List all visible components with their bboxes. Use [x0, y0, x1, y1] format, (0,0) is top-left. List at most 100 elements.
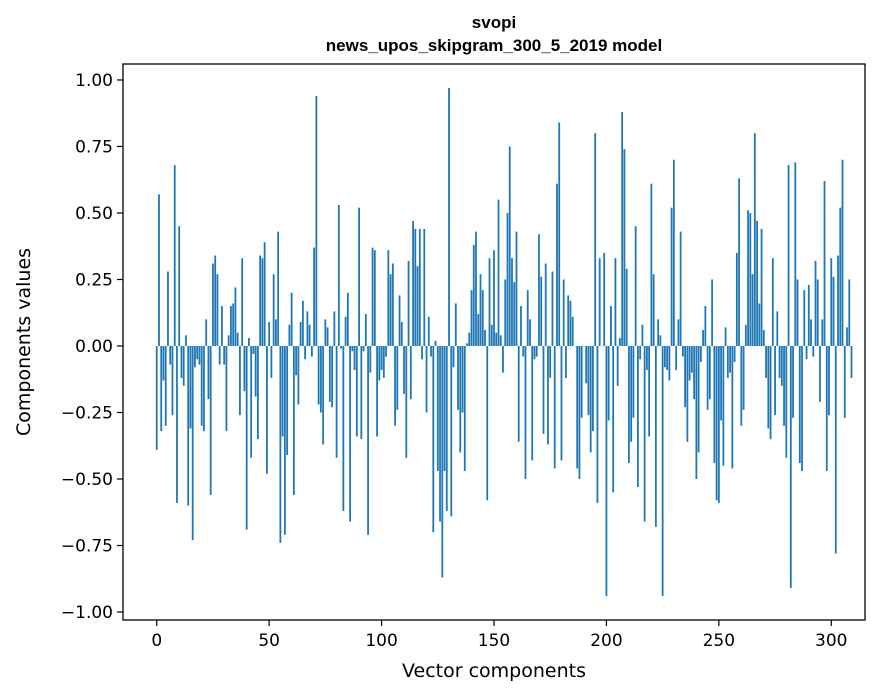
- bar-35: [234, 287, 237, 346]
- bar-247: [711, 279, 713, 346]
- bar-212: [632, 345, 635, 418]
- x-tick-label: 150: [478, 631, 510, 651]
- bar-260: [740, 345, 743, 426]
- bar-195: [594, 133, 597, 346]
- x-tick-label: 250: [703, 631, 735, 651]
- bar-228: [668, 345, 671, 381]
- bar-36: [236, 332, 239, 346]
- y-tick-label: −0.50: [61, 470, 113, 490]
- bar-20: [200, 345, 203, 426]
- y-tick-label: 0.75: [75, 137, 113, 157]
- bar-0: [155, 345, 158, 450]
- bar-series: [155, 87, 853, 597]
- bar-11: [180, 345, 183, 378]
- bar-117: [418, 228, 421, 346]
- bar-122: [430, 345, 432, 357]
- bar-147: [486, 345, 489, 501]
- bar-155: [504, 279, 507, 346]
- bar-240: [695, 345, 698, 479]
- bar-264: [749, 212, 752, 346]
- bar-62: [295, 345, 298, 376]
- x-tick-label: 100: [365, 631, 397, 651]
- bar-185: [571, 316, 574, 346]
- bar-170: [538, 234, 540, 346]
- bar-69: [310, 345, 313, 357]
- bar-179: [558, 122, 561, 346]
- y-tick-label: 0.50: [75, 204, 113, 224]
- bar-257: [733, 345, 736, 362]
- bar-208: [623, 149, 626, 346]
- bar-4: [164, 345, 167, 426]
- bar-282: [789, 345, 792, 589]
- bar-2: [160, 345, 163, 432]
- bar-34: [232, 303, 235, 346]
- bar-13: [185, 335, 187, 346]
- bar-88: [353, 345, 356, 370]
- bar-67: [306, 311, 309, 346]
- bar-254: [726, 345, 729, 378]
- bar-157: [508, 146, 511, 346]
- bar-278: [780, 345, 783, 386]
- bar-298: [825, 345, 828, 472]
- bar-225: [661, 345, 664, 597]
- bar-133: [454, 303, 457, 346]
- chart-subtitle: news_upos_skipgram_300_5_2019 model: [326, 36, 662, 55]
- bar-107: [396, 345, 399, 410]
- bar-287: [801, 345, 803, 472]
- bar-84: [344, 316, 347, 346]
- bar-59: [288, 324, 291, 346]
- bar-244: [704, 306, 707, 346]
- bar-85: [346, 292, 349, 346]
- bar-196: [596, 345, 599, 503]
- x-axis-ticks: 0 50 100 150 200 250 300: [151, 620, 847, 651]
- bar-103: [387, 250, 390, 346]
- bar-193: [589, 345, 592, 453]
- bar-30: [223, 345, 226, 365]
- bar-204: [614, 258, 617, 346]
- bar-77: [328, 345, 331, 402]
- bar-125: [436, 345, 439, 472]
- bar-284: [794, 162, 797, 346]
- bar-110: [403, 345, 405, 394]
- bar-232: [677, 319, 680, 346]
- bar-102: [385, 345, 387, 357]
- bar-89: [355, 345, 358, 437]
- bar-83: [342, 345, 345, 511]
- bar-138: [466, 343, 468, 346]
- bar-166: [529, 319, 531, 346]
- bar-169: [535, 345, 538, 357]
- bar-272: [767, 345, 770, 429]
- bar-52: [272, 274, 275, 346]
- bar-64: [299, 322, 302, 346]
- bar-116: [416, 266, 419, 346]
- bar-293: [814, 260, 817, 346]
- bar-238: [690, 345, 693, 373]
- bar-148: [488, 258, 491, 346]
- bar-101: [382, 345, 385, 378]
- bar-163: [522, 345, 525, 357]
- bar-132: [452, 345, 455, 368]
- bar-10: [178, 226, 181, 346]
- bar-57: [283, 345, 286, 535]
- bar-207: [621, 111, 624, 346]
- bar-108: [398, 295, 401, 346]
- bar-218: [646, 345, 648, 370]
- bar-206: [619, 338, 621, 346]
- bar-151: [495, 332, 498, 346]
- bar-270: [762, 330, 765, 346]
- bar-245: [706, 345, 709, 410]
- y-tick-label: 0.00: [75, 337, 113, 357]
- bar-95: [369, 345, 372, 373]
- bar-281: [787, 165, 790, 346]
- bar-180: [560, 345, 563, 461]
- bar-136: [461, 345, 464, 413]
- bar-175: [549, 345, 552, 378]
- bar-154: [502, 345, 504, 373]
- bar-242: [699, 345, 702, 362]
- bar-159: [513, 282, 516, 346]
- bar-87: [351, 345, 354, 352]
- x-tick-label: 0: [151, 631, 162, 651]
- bar-119: [423, 228, 426, 346]
- bar-55: [279, 345, 282, 543]
- bar-42: [250, 345, 253, 458]
